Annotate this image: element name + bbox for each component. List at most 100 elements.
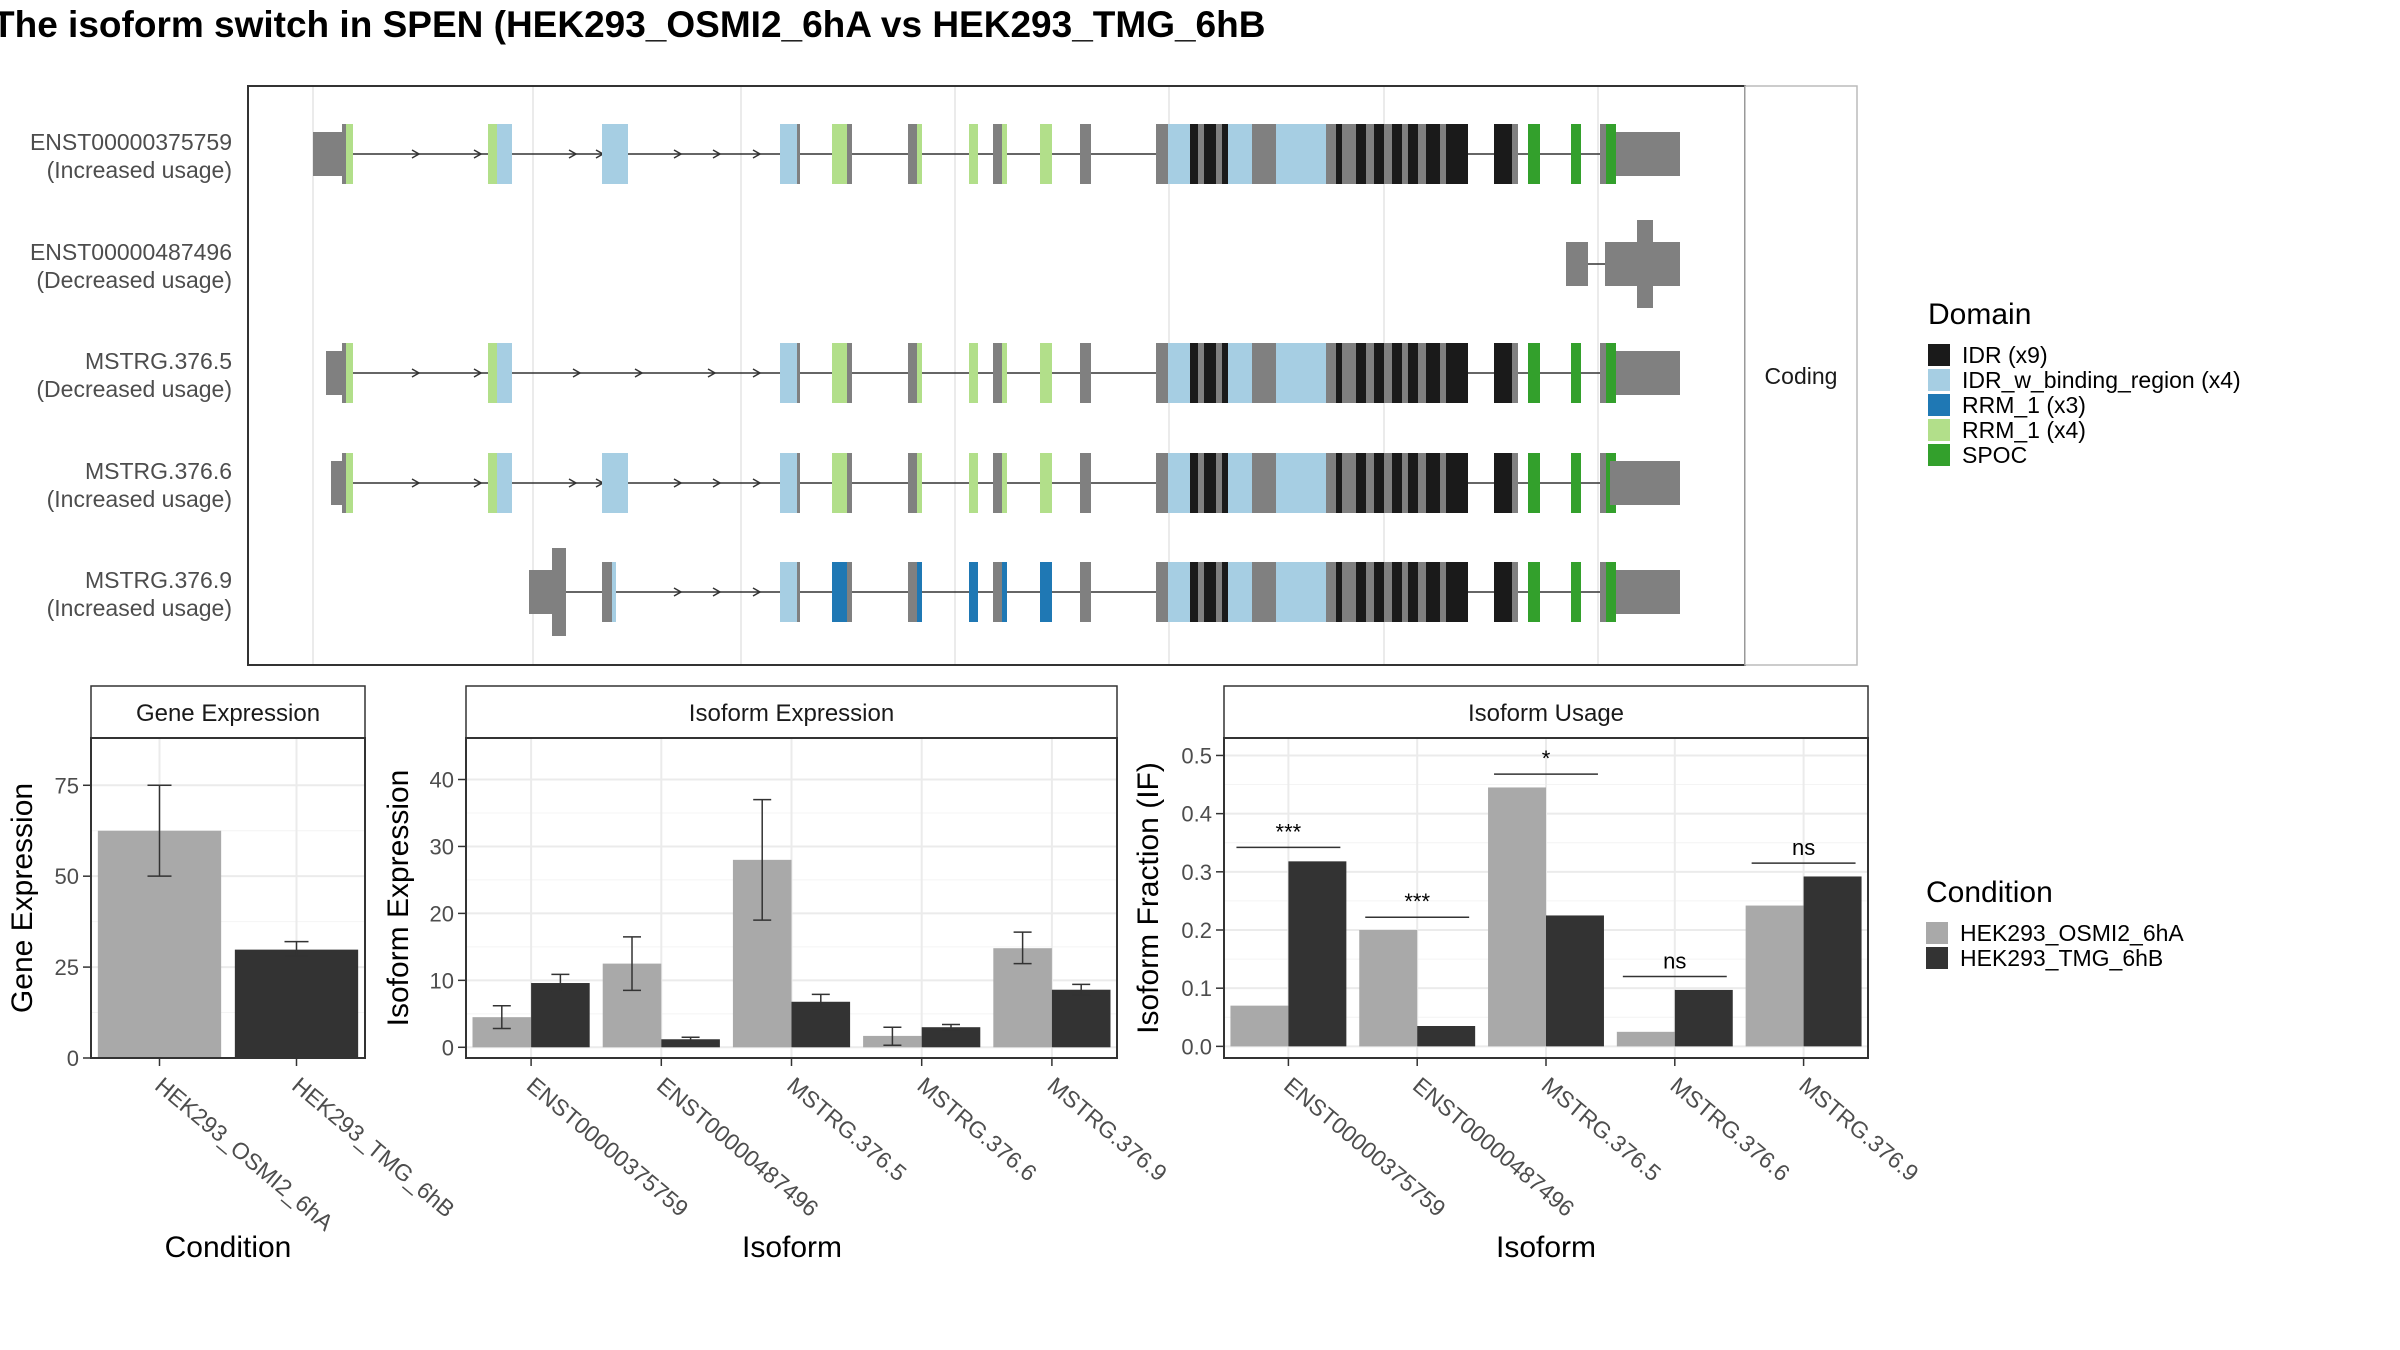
exon-segment bbox=[1204, 453, 1216, 513]
exon-segment bbox=[1606, 562, 1616, 622]
y-axis-title: Isoform Fraction (IF) bbox=[1132, 762, 1165, 1034]
bar bbox=[1803, 876, 1862, 1047]
exon-segment bbox=[993, 453, 1002, 513]
exon-segment bbox=[1366, 562, 1374, 622]
y-axis-title: Isoform Expression bbox=[382, 770, 415, 1027]
utr-segment bbox=[331, 461, 342, 505]
exon-segment bbox=[780, 343, 797, 403]
bar-panel: Isoform Usage*******nsns0.00.10.20.30.40… bbox=[1132, 685, 1924, 1264]
exon-segment bbox=[1571, 343, 1581, 403]
y-tick-label: 0 bbox=[442, 1035, 454, 1060]
exon-segment bbox=[1366, 453, 1374, 513]
strand-arrow bbox=[473, 478, 483, 488]
exon-segment bbox=[1080, 562, 1091, 622]
exon-segment bbox=[1156, 343, 1168, 403]
panel-title: Isoform Expression bbox=[689, 700, 894, 727]
exon-segment bbox=[497, 343, 512, 403]
bar bbox=[1288, 861, 1347, 1047]
exon-segment bbox=[1040, 343, 1052, 403]
exon-segment bbox=[1512, 124, 1518, 184]
exon-segment bbox=[1392, 124, 1402, 184]
exon-segment bbox=[342, 124, 346, 184]
bar bbox=[921, 1027, 981, 1048]
exon-segment bbox=[1228, 343, 1252, 403]
strand-arrow bbox=[673, 587, 683, 597]
exon-segment bbox=[993, 343, 1002, 403]
exon-segment bbox=[1512, 343, 1518, 403]
exon-segment bbox=[1494, 124, 1512, 184]
exon-segment bbox=[1198, 453, 1204, 513]
domain-legend-label: IDR (x9) bbox=[1962, 342, 2048, 368]
y-tick-label: 0.3 bbox=[1181, 860, 1212, 885]
bar bbox=[1674, 989, 1733, 1047]
exon-segment bbox=[1374, 343, 1384, 403]
strand-arrow bbox=[712, 149, 722, 159]
exon-segment bbox=[797, 124, 800, 184]
bar bbox=[1745, 905, 1804, 1047]
x-axis-title: Isoform bbox=[742, 1231, 842, 1264]
bar bbox=[1051, 989, 1111, 1048]
exon-segment bbox=[1222, 343, 1228, 403]
exon-segment bbox=[497, 124, 512, 184]
x-axis-title: Isoform bbox=[1496, 1231, 1596, 1264]
exon-segment bbox=[1408, 562, 1418, 622]
bar bbox=[1230, 1005, 1289, 1047]
panel-strip bbox=[1223, 685, 1869, 739]
exon-segment bbox=[1494, 453, 1512, 513]
exon-segment bbox=[797, 343, 800, 403]
exon-segment bbox=[1571, 453, 1581, 513]
exon-segment bbox=[1606, 124, 1616, 184]
exon-segment bbox=[1216, 562, 1222, 622]
domain-legend-swatch bbox=[1928, 344, 1950, 366]
exon-segment bbox=[1156, 124, 1168, 184]
condition-legend-label: HEK293_TMG_6hB bbox=[1960, 945, 2163, 971]
exon-segment bbox=[1216, 453, 1222, 513]
exon-segment bbox=[1002, 124, 1007, 184]
exon-segment bbox=[1342, 453, 1356, 513]
exon-segment bbox=[1528, 562, 1540, 622]
exon-segment bbox=[1276, 124, 1326, 184]
exon-segment bbox=[1080, 453, 1091, 513]
x-axis-title: Condition bbox=[165, 1231, 292, 1264]
y-tick-label: 30 bbox=[430, 834, 454, 859]
bar bbox=[1417, 1026, 1476, 1047]
exon-segment bbox=[908, 343, 917, 403]
exon-segment bbox=[1216, 124, 1222, 184]
exon-segment bbox=[847, 124, 852, 184]
exon-segment bbox=[1222, 124, 1228, 184]
exon-segment bbox=[1356, 343, 1366, 403]
exon-segment bbox=[797, 453, 800, 513]
exon-segment bbox=[1440, 343, 1446, 403]
exon-segment bbox=[1190, 562, 1198, 622]
bar bbox=[234, 949, 359, 1058]
exon-segment bbox=[1384, 124, 1392, 184]
exon-segment bbox=[1198, 562, 1204, 622]
utr-segment bbox=[1616, 132, 1680, 176]
structure-panel: Coding bbox=[247, 85, 1858, 666]
exon-segment bbox=[602, 562, 612, 622]
facet-strip bbox=[1744, 85, 1858, 666]
exon-segment bbox=[488, 124, 497, 184]
exon-segment bbox=[1418, 562, 1426, 622]
exon-segment bbox=[1600, 562, 1606, 622]
exon-segment bbox=[780, 453, 797, 513]
exon-segment bbox=[1252, 343, 1276, 403]
transcript-model bbox=[326, 343, 1680, 403]
exon-segment bbox=[1408, 343, 1418, 403]
exon-segment bbox=[1228, 562, 1252, 622]
exon-segment bbox=[1216, 343, 1222, 403]
figure-title: The isoform switch in SPEN (HEK293_OSMI2… bbox=[0, 4, 1266, 45]
exon-segment bbox=[1222, 453, 1228, 513]
x-tick-label: MSTRG.376.5 bbox=[1537, 1072, 1666, 1186]
exon-segment bbox=[1356, 562, 1366, 622]
exon-segment bbox=[993, 124, 1002, 184]
x-tick-label: MSTRG.376.6 bbox=[912, 1072, 1041, 1186]
exon-segment bbox=[969, 453, 978, 513]
facet-label: Coding bbox=[1765, 363, 1838, 389]
exon-segment bbox=[993, 562, 1002, 622]
x-tick-label: MSTRG.376.6 bbox=[1666, 1072, 1795, 1186]
y-tick-label: 0.4 bbox=[1181, 802, 1212, 827]
exon-segment bbox=[832, 124, 847, 184]
